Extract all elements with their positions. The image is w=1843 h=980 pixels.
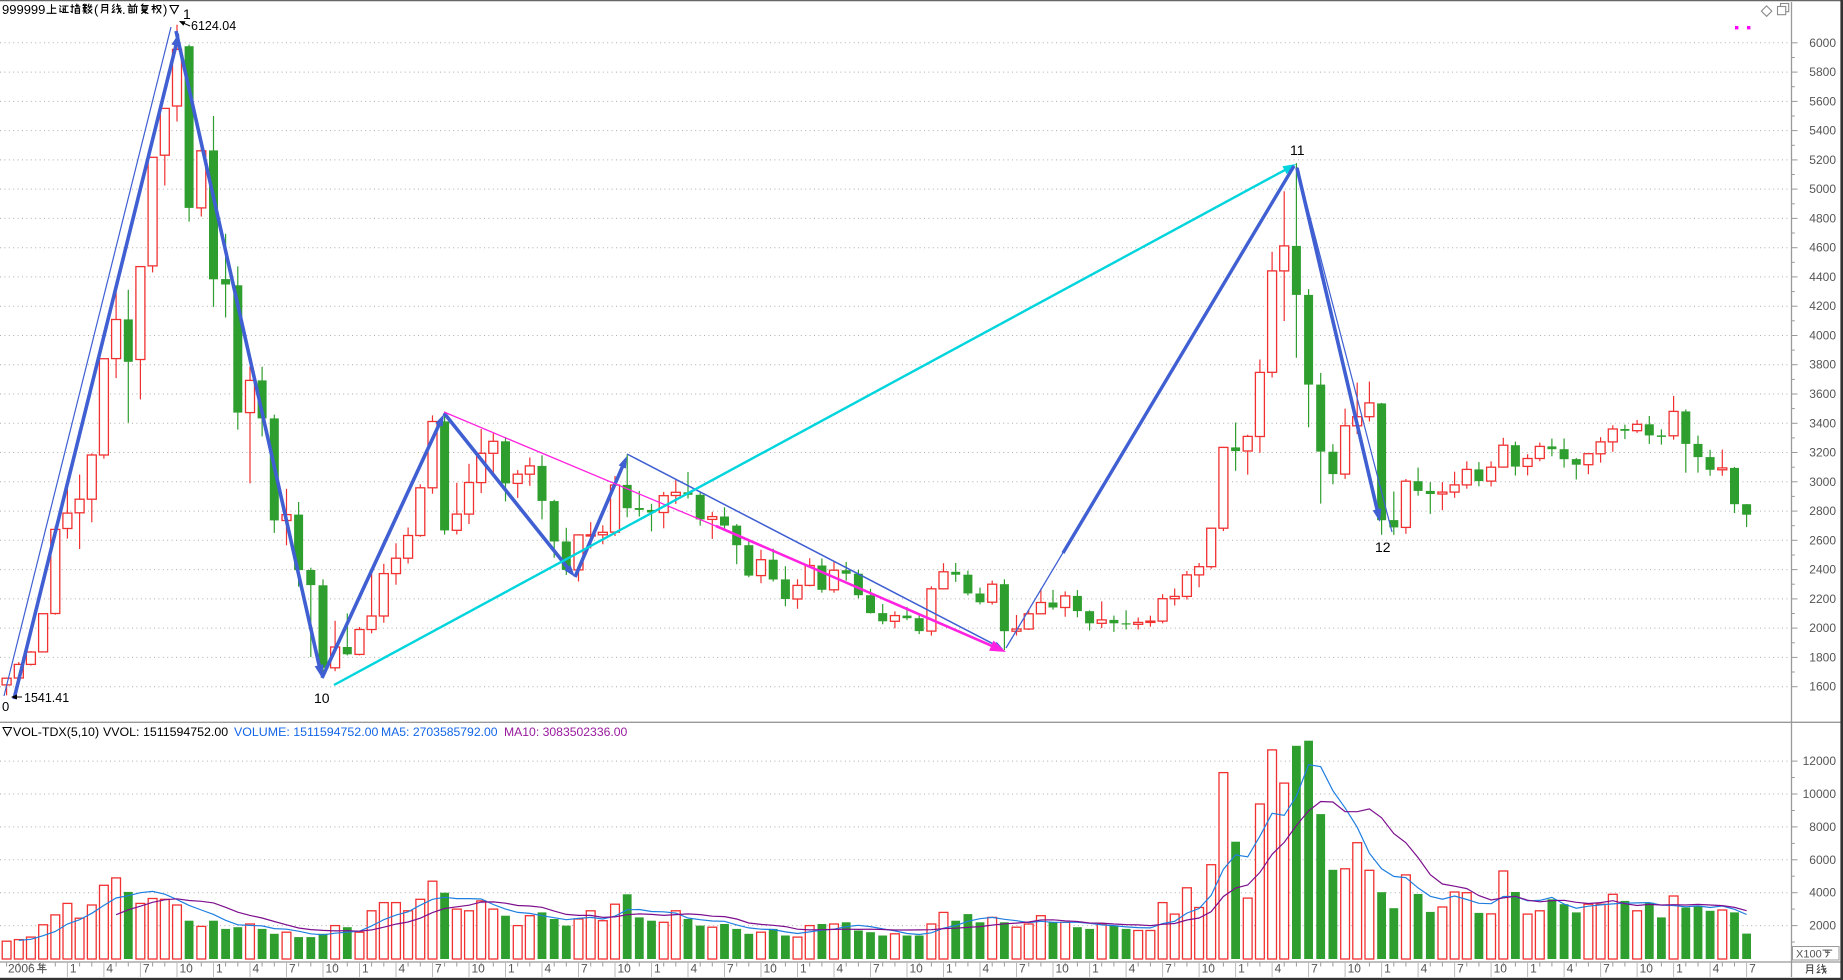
svg-text:4: 4 xyxy=(1713,962,1720,976)
svg-text:4: 4 xyxy=(1421,962,1428,976)
svg-text:4: 4 xyxy=(399,962,406,976)
svg-text:2006: 2006 xyxy=(8,962,35,976)
svg-text:4000: 4000 xyxy=(1809,329,1836,343)
svg-text:MA5: 2703585792.00: MA5: 2703585792.00 xyxy=(381,725,498,739)
svg-text:12: 12 xyxy=(1375,539,1391,555)
svg-text:7: 7 xyxy=(1311,962,1318,976)
svg-text:5400: 5400 xyxy=(1809,124,1836,138)
svg-text:VOL-TDX(5,10): VOL-TDX(5,10) xyxy=(13,725,99,739)
svg-text:4: 4 xyxy=(1567,962,1574,976)
svg-text:4600: 4600 xyxy=(1809,241,1836,255)
svg-text:1: 1 xyxy=(800,962,807,976)
svg-text:7: 7 xyxy=(727,962,734,976)
svg-text:4: 4 xyxy=(253,962,260,976)
svg-text:6000: 6000 xyxy=(1809,853,1836,867)
svg-text:3000: 3000 xyxy=(1809,475,1836,489)
svg-text:1: 1 xyxy=(70,962,77,976)
svg-text:1: 1 xyxy=(654,962,661,976)
svg-text:7: 7 xyxy=(581,962,588,976)
svg-text:4: 4 xyxy=(837,962,844,976)
svg-text:3200: 3200 xyxy=(1809,446,1836,460)
svg-text:4400: 4400 xyxy=(1809,270,1836,284)
svg-text:1: 1 xyxy=(1530,962,1537,976)
svg-text:10: 10 xyxy=(1202,962,1216,976)
svg-text:4: 4 xyxy=(545,962,552,976)
svg-text:VVOL: 1511594752.00: VVOL: 1511594752.00 xyxy=(103,725,228,739)
svg-text:2200: 2200 xyxy=(1809,592,1836,606)
svg-text:0: 0 xyxy=(2,699,9,714)
svg-text:X100: X100 xyxy=(1796,949,1822,961)
svg-text:12000: 12000 xyxy=(1803,754,1837,768)
svg-text:3400: 3400 xyxy=(1809,416,1836,430)
svg-text:5000: 5000 xyxy=(1809,182,1836,196)
svg-text:7: 7 xyxy=(1603,962,1610,976)
svg-text:7: 7 xyxy=(1165,962,1172,976)
svg-text:3600: 3600 xyxy=(1809,387,1836,401)
svg-text:10: 10 xyxy=(910,962,924,976)
svg-text:10: 10 xyxy=(314,690,330,706)
svg-text:7: 7 xyxy=(289,962,296,976)
svg-text:1800: 1800 xyxy=(1809,650,1836,664)
svg-text:6124.04: 6124.04 xyxy=(191,19,236,33)
svg-text:1: 1 xyxy=(183,6,191,22)
svg-text:10: 10 xyxy=(180,962,194,976)
svg-text:(: ( xyxy=(94,2,99,17)
svg-text:7: 7 xyxy=(873,962,880,976)
svg-text:4200: 4200 xyxy=(1809,299,1836,313)
svg-text:2600: 2600 xyxy=(1809,533,1836,547)
svg-text:2400: 2400 xyxy=(1809,563,1836,577)
svg-text:10000: 10000 xyxy=(1803,787,1837,801)
svg-text:10: 10 xyxy=(764,962,778,976)
svg-text:10: 10 xyxy=(1640,962,1654,976)
svg-text:11: 11 xyxy=(1290,142,1305,158)
svg-text:10: 10 xyxy=(1494,962,1508,976)
svg-text:1: 1 xyxy=(1384,962,1391,976)
svg-text:7: 7 xyxy=(1019,962,1026,976)
svg-text:4800: 4800 xyxy=(1809,211,1836,225)
svg-text:10: 10 xyxy=(618,962,632,976)
svg-text:7: 7 xyxy=(1457,962,1464,976)
svg-text:999999: 999999 xyxy=(2,2,45,17)
svg-text:6000: 6000 xyxy=(1809,36,1836,50)
svg-text:1541.41: 1541.41 xyxy=(24,691,69,705)
svg-text:VOLUME: 1511594752.00: VOLUME: 1511594752.00 xyxy=(234,725,379,739)
svg-text:MA10: 3083502336.00: MA10: 3083502336.00 xyxy=(504,725,628,739)
svg-text:1: 1 xyxy=(1238,962,1245,976)
svg-text:4: 4 xyxy=(106,962,113,976)
svg-text:2800: 2800 xyxy=(1809,504,1836,518)
svg-text:1: 1 xyxy=(362,962,369,976)
svg-text:4: 4 xyxy=(1275,962,1282,976)
svg-text:4: 4 xyxy=(1129,962,1136,976)
svg-text:8000: 8000 xyxy=(1809,820,1836,834)
svg-text:10: 10 xyxy=(326,962,340,976)
svg-text:5800: 5800 xyxy=(1809,65,1836,79)
svg-text:4000: 4000 xyxy=(1809,886,1836,900)
svg-text:1: 1 xyxy=(508,962,515,976)
svg-text:1: 1 xyxy=(1676,962,1683,976)
svg-text:5200: 5200 xyxy=(1809,153,1836,167)
svg-text:2000: 2000 xyxy=(1809,621,1836,635)
svg-text:10: 10 xyxy=(1056,962,1070,976)
svg-text:2000: 2000 xyxy=(1809,919,1836,933)
svg-text:10: 10 xyxy=(1348,962,1362,976)
svg-text:7: 7 xyxy=(435,962,442,976)
svg-text:4: 4 xyxy=(691,962,698,976)
svg-text:1: 1 xyxy=(216,962,223,976)
svg-text:7: 7 xyxy=(143,962,150,976)
svg-text:4: 4 xyxy=(983,962,990,976)
svg-text:): ) xyxy=(163,2,167,17)
svg-text:1: 1 xyxy=(946,962,953,976)
svg-text:3800: 3800 xyxy=(1809,358,1836,372)
svg-text:1600: 1600 xyxy=(1809,680,1836,694)
svg-text:10: 10 xyxy=(472,962,486,976)
svg-text:7: 7 xyxy=(1749,962,1756,976)
svg-text:5600: 5600 xyxy=(1809,94,1836,108)
svg-text:1: 1 xyxy=(1092,962,1099,976)
svg-text:.: . xyxy=(122,2,126,17)
